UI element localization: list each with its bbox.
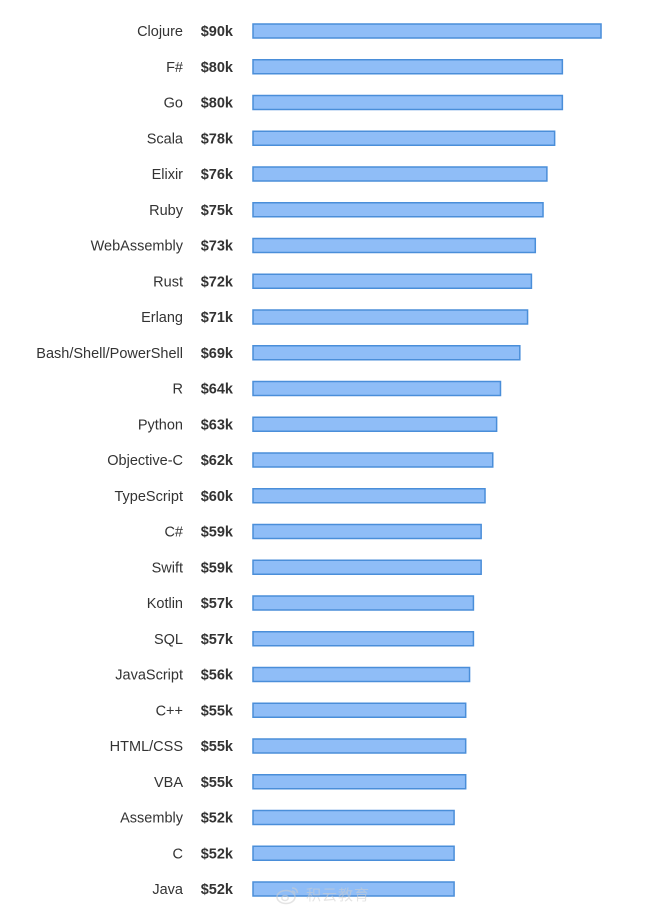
category-label: SQL bbox=[154, 632, 183, 648]
category-label: Python bbox=[138, 417, 183, 433]
category-label: TypeScript bbox=[115, 489, 184, 505]
category-label: Rust bbox=[153, 274, 183, 290]
value-label: $69k bbox=[201, 346, 234, 362]
bar bbox=[252, 774, 467, 790]
watermark: 积云教育 bbox=[276, 884, 370, 905]
value-label: $52k bbox=[201, 811, 234, 827]
bar bbox=[252, 94, 564, 111]
bar bbox=[252, 452, 494, 468]
value-label: $78k bbox=[201, 131, 234, 147]
bar bbox=[252, 845, 455, 861]
bar bbox=[252, 523, 482, 540]
value-label: $57k bbox=[201, 596, 234, 612]
bar bbox=[252, 59, 564, 75]
category-label: R bbox=[173, 382, 183, 398]
category-label: C bbox=[173, 846, 183, 862]
value-label: $59k bbox=[201, 560, 234, 576]
value-label: $80k bbox=[201, 96, 234, 112]
value-label: $52k bbox=[201, 846, 234, 862]
value-label: $60k bbox=[201, 489, 234, 505]
category-label: Elixir bbox=[152, 167, 184, 183]
category-label: C# bbox=[164, 525, 183, 541]
category-label: Clojure bbox=[137, 24, 183, 40]
weibo-icon bbox=[276, 886, 299, 904]
bar bbox=[252, 130, 556, 146]
category-label: Erlang bbox=[141, 310, 183, 326]
bar bbox=[252, 273, 533, 289]
category-label: Kotlin bbox=[147, 596, 183, 612]
value-label: $75k bbox=[201, 203, 234, 219]
bar bbox=[252, 559, 482, 575]
bar bbox=[252, 881, 455, 897]
category-label: Ruby bbox=[149, 203, 184, 219]
value-label: $52k bbox=[201, 882, 234, 898]
value-label: $62k bbox=[201, 453, 234, 469]
category-label: Bash/Shell/PowerShell bbox=[36, 346, 183, 362]
category-label: Java bbox=[152, 882, 184, 898]
category-label: C++ bbox=[156, 703, 183, 719]
category-label: Objective-C bbox=[107, 453, 183, 469]
category-label: WebAssembly bbox=[91, 239, 184, 255]
value-label: $59k bbox=[201, 525, 234, 541]
value-label: $64k bbox=[201, 382, 234, 398]
value-label: $90k bbox=[201, 24, 234, 40]
bar bbox=[252, 309, 529, 325]
bar bbox=[252, 237, 537, 254]
value-label: $56k bbox=[201, 668, 234, 684]
value-label: $72k bbox=[201, 274, 234, 290]
category-label: Go bbox=[164, 96, 183, 112]
bar bbox=[252, 595, 475, 611]
value-label: $55k bbox=[201, 703, 234, 719]
value-label: $71k bbox=[201, 310, 234, 326]
value-label: $73k bbox=[201, 239, 234, 255]
watermark-text: 积云教育 bbox=[306, 886, 371, 904]
category-label: Assembly bbox=[120, 811, 184, 827]
value-label: $76k bbox=[201, 167, 234, 183]
bar bbox=[252, 23, 602, 39]
bar bbox=[252, 809, 455, 826]
bar bbox=[252, 488, 486, 504]
value-label: $55k bbox=[201, 739, 234, 755]
category-label: Scala bbox=[147, 131, 184, 147]
category-label: JavaScript bbox=[115, 668, 183, 684]
bar bbox=[252, 380, 502, 397]
bar bbox=[252, 702, 467, 718]
bar bbox=[252, 666, 471, 683]
bar bbox=[252, 631, 475, 647]
bar bbox=[252, 166, 548, 182]
value-label: $57k bbox=[201, 632, 234, 648]
bar bbox=[252, 416, 498, 432]
value-label: $63k bbox=[201, 417, 234, 433]
bar bbox=[252, 202, 544, 218]
category-label: Swift bbox=[152, 560, 183, 576]
category-label: F# bbox=[166, 60, 183, 76]
category-label: VBA bbox=[154, 775, 183, 791]
value-label: $55k bbox=[201, 775, 234, 791]
bar bbox=[252, 345, 521, 361]
category-label: HTML/CSS bbox=[110, 739, 183, 755]
value-label: $80k bbox=[201, 60, 234, 76]
bar bbox=[252, 738, 467, 754]
